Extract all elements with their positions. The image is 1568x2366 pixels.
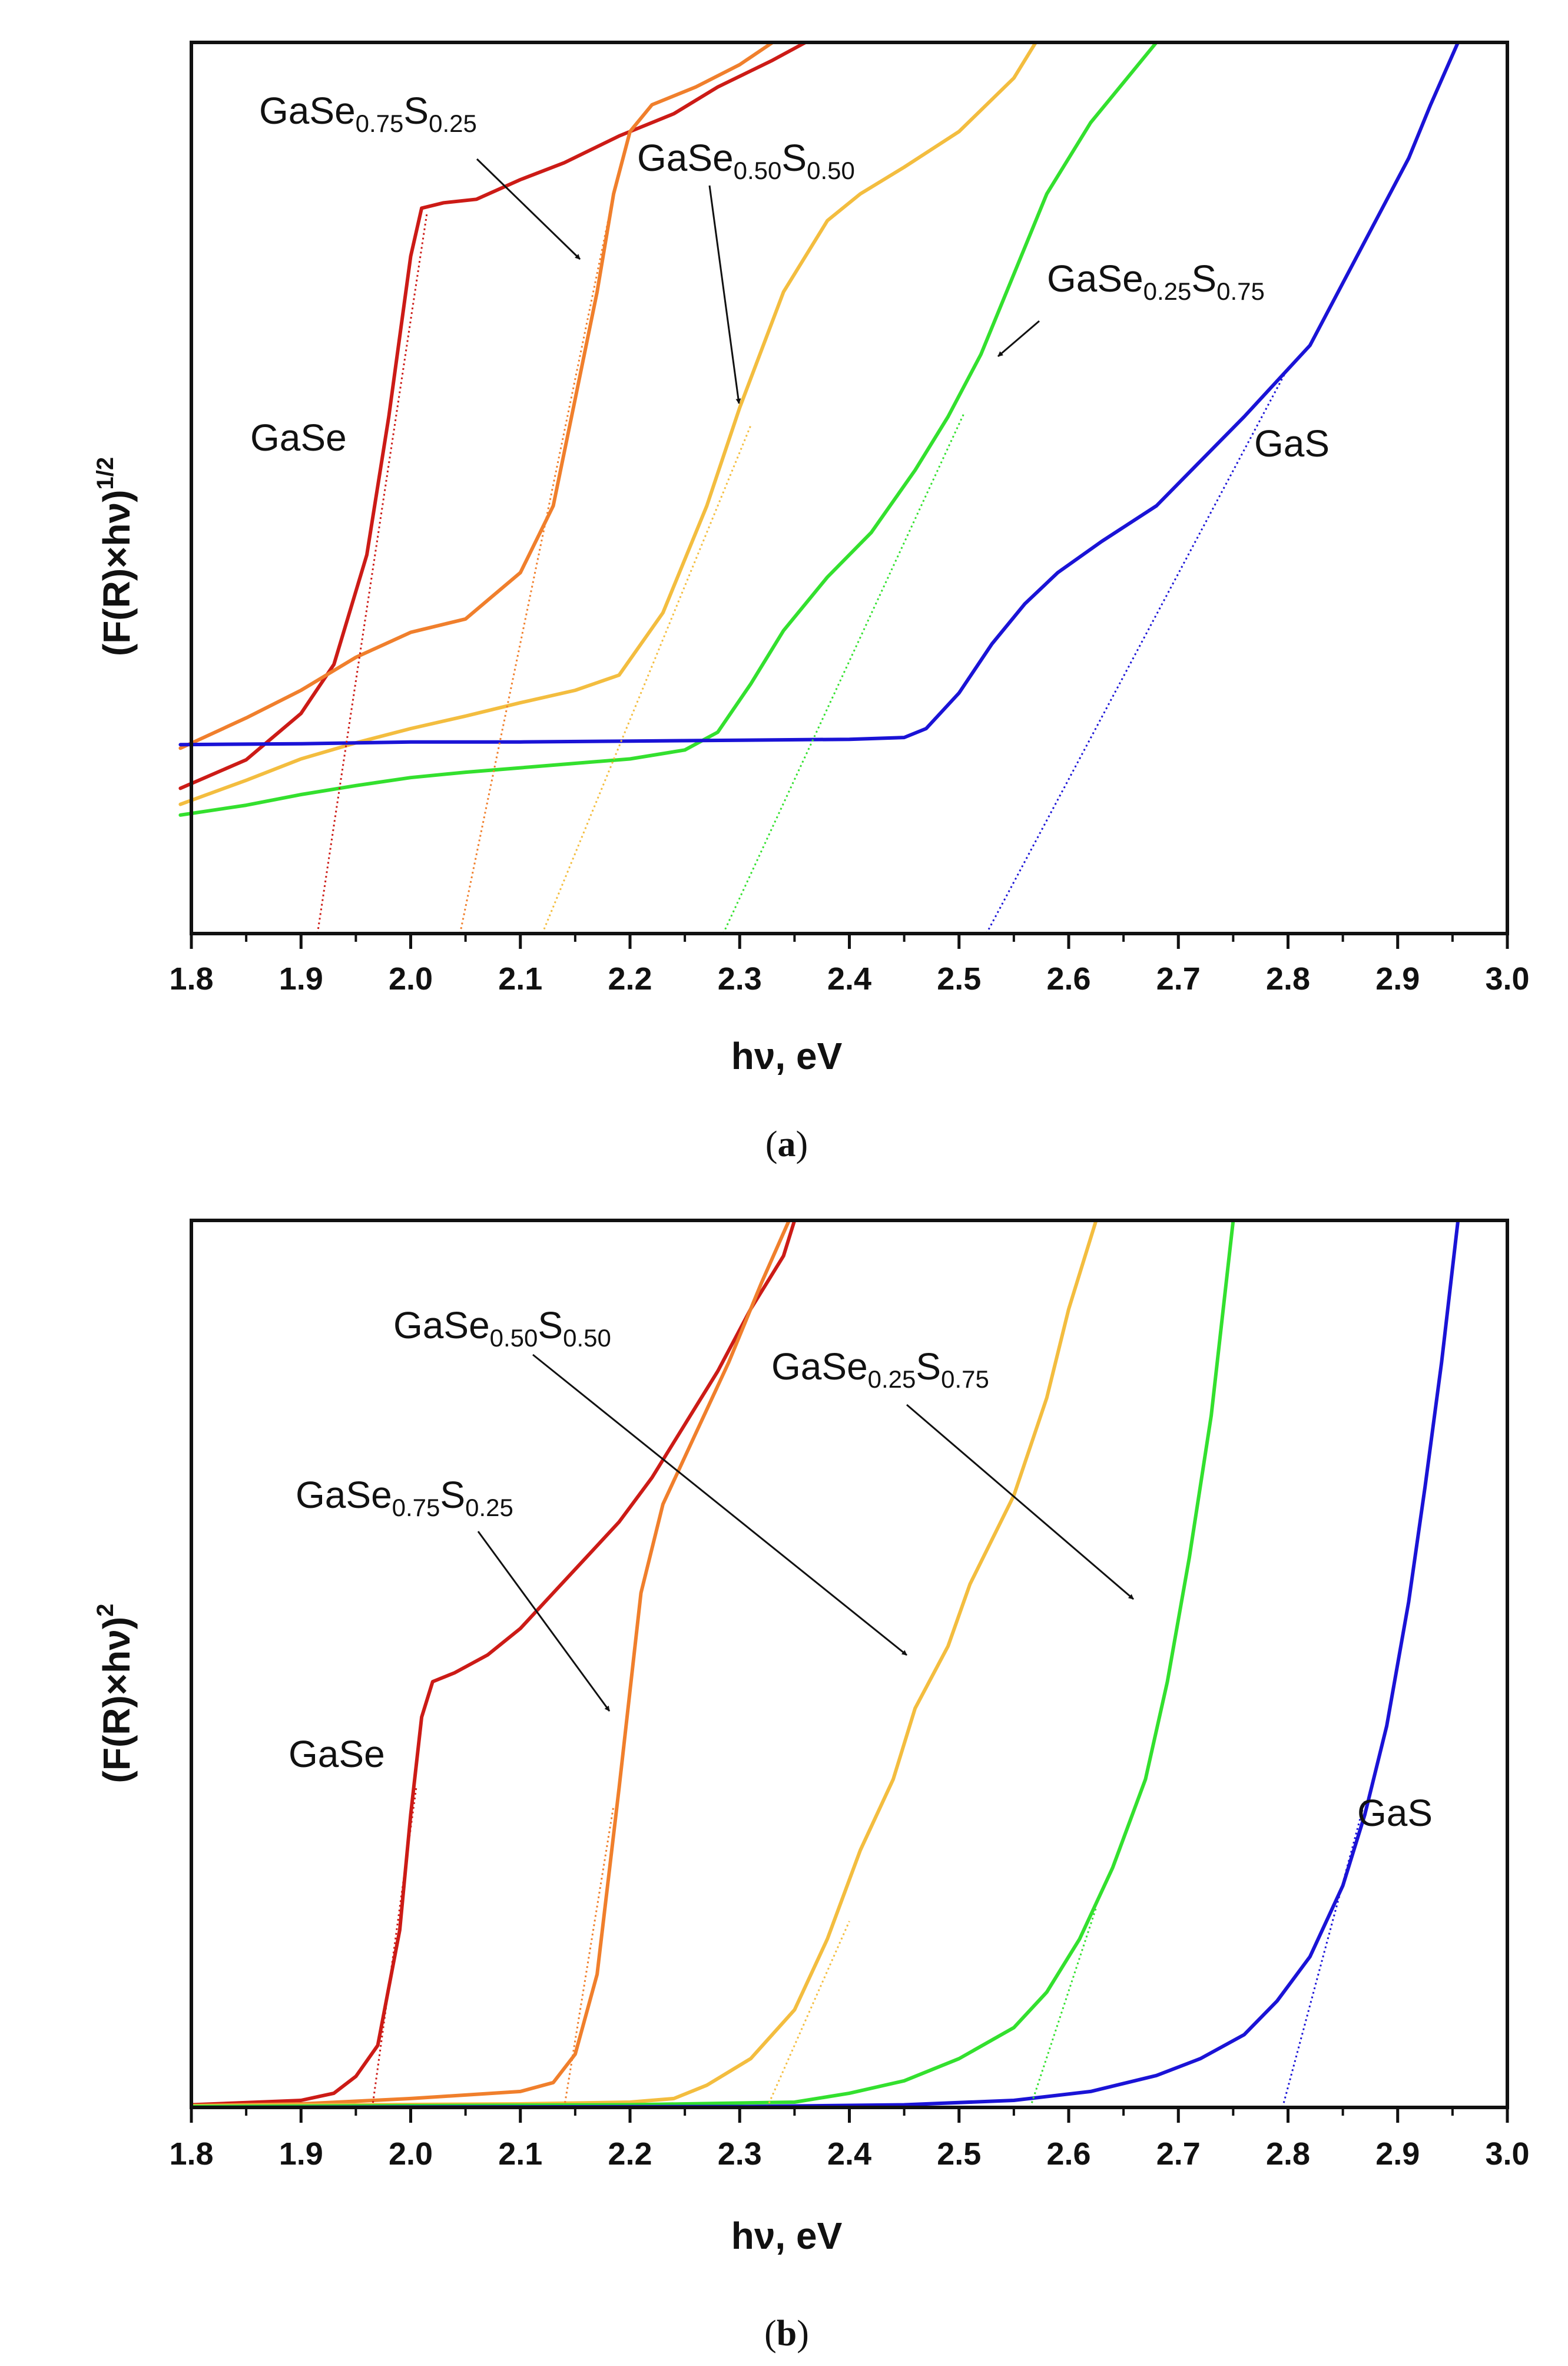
x-axis-title-b: hν, eV — [731, 2215, 843, 2257]
x-tick-label-b-5: 2.3 — [718, 2136, 762, 2172]
arrow-gase025s075-b — [906, 1404, 1134, 1600]
x-tick-label-a-8: 2.6 — [1046, 961, 1090, 997]
label-gas-b: GaS — [1357, 1792, 1433, 1834]
fit-lines-a — [316, 211, 1289, 934]
chart-panel-b: 1.8 1.9 2.0 2.1 2.2 2.3 2.4 2.5 2.6 2.7 2.8 2.9 3.0 … — [92, 1219, 1530, 2354]
x-tick-label-a-12: 3.0 — [1485, 961, 1529, 997]
x-tick-label-a-10: 2.8 — [1266, 961, 1310, 997]
series-group-a — [178, 41, 1460, 817]
label-gase025s075-a: GaSe0.25S0.75 — [1047, 257, 1265, 305]
fit-line-gase075s025-a — [459, 220, 609, 934]
series-line-gas-a — [178, 41, 1460, 747]
x-tick-label-b-3: 2.1 — [498, 2136, 542, 2172]
label-gase050s050-a: GaSe0.50S0.50 — [637, 137, 855, 184]
fit-line-gase025s075-b — [1029, 1907, 1097, 2108]
arrow-gase050s050-b — [532, 1354, 907, 1656]
label-gase-a: GaSe — [250, 416, 347, 459]
fit-line-gas-a — [985, 367, 1289, 934]
series-line-gase050s050-b — [190, 1219, 1098, 2107]
x-tick-label-b-4: 2.2 — [608, 2136, 652, 2172]
x-tick-label-b-7: 2.5 — [937, 2136, 981, 2172]
series-line-gase-b — [190, 1219, 797, 2107]
series-line-gase-a — [178, 41, 807, 790]
arrow-gase050s050-a — [708, 185, 741, 404]
x-tick-label-b-6: 2.4 — [827, 2136, 871, 2172]
x-tick-label-a-0: 1.8 — [169, 961, 213, 997]
series-line-gase025s075-b — [190, 1219, 1235, 2109]
fit-line-gase-b — [371, 1788, 417, 2108]
panel-tag-b: (b) — [764, 2314, 809, 2354]
fit-line-gase050s050-b — [766, 1921, 850, 2108]
fit-line-gase025s075-a — [722, 412, 966, 934]
x-ticks-a: 1.8 1.9 2.0 2.1 2.2 2.3 2.4 2.5 2.6 2.7 2.8 2.9 3.0 — [169, 934, 1530, 997]
label-gase025s075-b: GaSe0.25S0.75 — [771, 1345, 989, 1393]
arrow-gase075s025-b — [477, 1531, 611, 1712]
arrow-gase075s025-a — [476, 158, 581, 260]
y-axis-title-b: (F(R)×hν)2 — [92, 1604, 138, 1783]
series-line-gase075s025-a — [178, 41, 775, 750]
x-tick-label-a-5: 2.3 — [718, 961, 762, 997]
label-gase075s025-a: GaSe0.75S0.25 — [259, 90, 477, 137]
x-tick-label-b-1: 1.9 — [279, 2136, 323, 2172]
x-tick-label-a-2: 2.0 — [389, 961, 433, 997]
x-axis-title-a: hν, eV — [731, 1035, 843, 1077]
x-tick-label-b-11: 2.9 — [1375, 2136, 1420, 2172]
x-tick-label-a-6: 2.4 — [827, 961, 871, 997]
x-tick-label-b-0: 1.8 — [169, 2136, 213, 2172]
series-group-b — [190, 1219, 1460, 2109]
y-axis-title-a: (F(R)×hν)1/2 — [92, 457, 138, 656]
x-tick-label-b-8: 2.6 — [1046, 2136, 1090, 2172]
arrow-gase025s075-a — [997, 320, 1040, 358]
series-line-gase075s025-b — [190, 1219, 791, 2107]
fit-line-gas-b — [1281, 1801, 1366, 2108]
label-gase-b: GaSe — [289, 1733, 385, 1775]
fit-line-gase050s050-a — [541, 425, 752, 934]
x-tick-label-b-12: 3.0 — [1485, 2136, 1529, 2172]
x-tick-label-a-1: 1.9 — [279, 961, 323, 997]
x-tick-label-b-9: 2.7 — [1156, 2136, 1201, 2172]
panel-tag-a: (a) — [765, 1124, 808, 1164]
fit-line-gase-a — [316, 211, 428, 934]
x-tick-label-a-3: 2.1 — [498, 961, 542, 997]
x-tick-label-b-10: 2.8 — [1266, 2136, 1310, 2172]
series-line-gase025s075-a — [178, 41, 1158, 817]
label-gase050s050-b: GaSe0.50S0.50 — [393, 1304, 611, 1352]
x-tick-label-a-11: 2.9 — [1375, 961, 1420, 997]
x-tick-label-a-4: 2.2 — [608, 961, 652, 997]
fit-line-gase075s025-b — [563, 1805, 615, 2108]
x-tick-label-a-7: 2.5 — [937, 961, 981, 997]
fit-lines-b — [371, 1788, 1366, 2108]
x-tick-label-b-2: 2.0 — [389, 2136, 433, 2172]
x-ticks-b: 1.8 1.9 2.0 2.1 2.2 2.3 2.4 2.5 2.6 2.7 2.8 2.9 3.0 — [169, 2107, 1530, 2172]
series-line-gas-b — [190, 1219, 1460, 2109]
label-gase075s025-b: GaSe0.75S0.25 — [296, 1474, 513, 1521]
x-tick-label-a-9: 2.7 — [1156, 961, 1201, 997]
chart-panel-a: 1.8 1.9 2.0 2.1 2.2 2.3 2.4 2.5 2.6 2.7 2.8 2.9 3.0 … — [92, 41, 1530, 1164]
label-gas-a: GaS — [1254, 422, 1330, 465]
